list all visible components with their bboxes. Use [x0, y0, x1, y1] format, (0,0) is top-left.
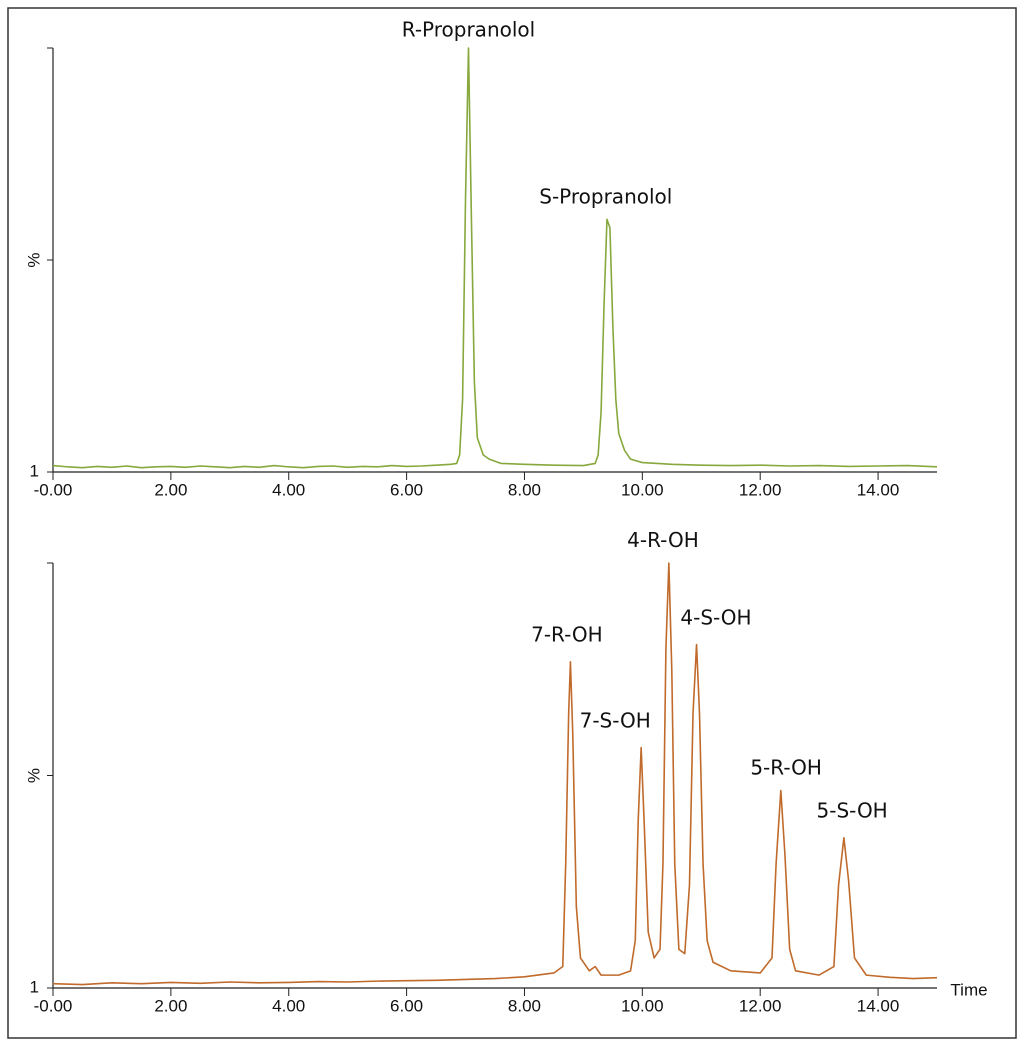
x-tick-label: -0.00: [34, 480, 73, 499]
x-tick-label: 4.00: [272, 996, 305, 1015]
x-tick-label: 10.00: [621, 480, 664, 499]
x-tick-label: 8.00: [508, 480, 541, 499]
y-axis-label: %: [24, 252, 43, 267]
trace: [52, 47, 938, 469]
x-tick-label: 6.00: [390, 480, 423, 499]
x-tick-label: 6.00: [390, 996, 423, 1015]
peak-label: S-Propranolol: [539, 184, 672, 208]
peak-label: 5-R-OH: [750, 756, 822, 780]
y-axis-label: %: [24, 768, 43, 783]
peak-label: 7-R-OH: [531, 622, 603, 646]
peak-label: 4-R-OH: [627, 528, 699, 552]
x-tick-label: 12.00: [739, 480, 782, 499]
x-tick-label: 10.00: [621, 996, 664, 1015]
y-tick-label: 1: [30, 461, 39, 480]
x-tick-label: 2.00: [154, 996, 187, 1015]
trace: [52, 562, 938, 986]
x-tick-label: -0.00: [34, 996, 73, 1015]
x-tick-label: 8.00: [508, 996, 541, 1015]
x-tick-label: 14.00: [857, 996, 900, 1015]
peak-label: 4-S-OH: [680, 605, 751, 629]
y-tick-label: 1: [30, 977, 39, 996]
x-tick-label: 14.00: [857, 480, 900, 499]
frame: [7, 7, 1017, 1039]
peak-label: R-Propranolol: [402, 17, 535, 41]
peak-label: 7-S-OH: [580, 708, 651, 732]
x-tick-label: 12.00: [739, 996, 782, 1015]
peak-label: 5-S-OH: [817, 798, 888, 822]
x-tick-label: 4.00: [272, 480, 305, 499]
x-axis-label: Time: [950, 980, 987, 999]
x-tick-label: 2.00: [154, 480, 187, 499]
